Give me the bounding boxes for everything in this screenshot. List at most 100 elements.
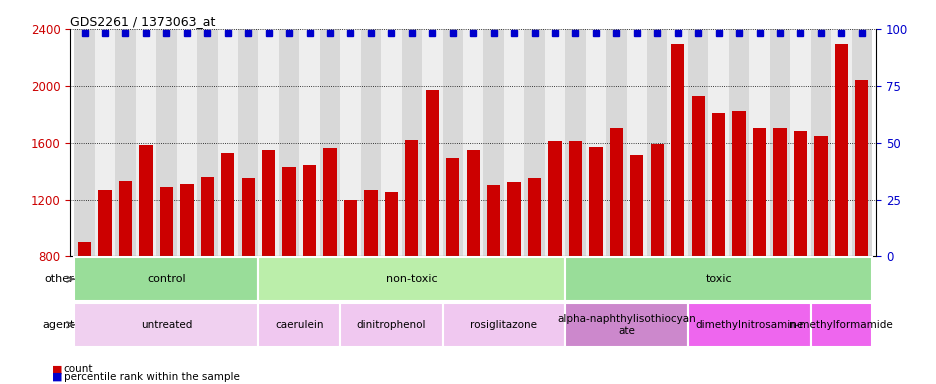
Bar [585, 29, 606, 257]
Bar [466, 150, 479, 370]
Bar [74, 29, 95, 257]
Bar [319, 29, 340, 257]
Bar [385, 192, 398, 370]
Bar [197, 29, 217, 257]
Bar [360, 29, 381, 257]
Bar [548, 141, 561, 370]
Bar [258, 29, 279, 257]
Bar [728, 29, 749, 257]
Bar [442, 29, 462, 257]
Bar [381, 29, 402, 257]
Bar [504, 29, 524, 257]
Bar [524, 29, 544, 257]
Bar [442, 303, 564, 347]
Bar [279, 29, 299, 257]
Bar [95, 29, 115, 257]
Bar [180, 184, 194, 370]
Bar [323, 148, 336, 370]
Bar [364, 190, 377, 370]
Bar [630, 156, 643, 370]
Bar [830, 29, 851, 257]
Bar [115, 29, 136, 257]
Bar [241, 178, 255, 370]
Bar [446, 158, 459, 370]
Bar [810, 303, 871, 347]
Text: alpha-naphthylisothiocyan
ate: alpha-naphthylisothiocyan ate [557, 314, 695, 336]
Bar [752, 128, 766, 370]
Bar [647, 29, 666, 257]
Bar [650, 144, 664, 370]
Text: ■: ■ [51, 364, 62, 374]
Bar [749, 29, 768, 257]
Bar [74, 257, 258, 301]
Bar [564, 29, 585, 257]
Bar [666, 29, 687, 257]
Text: ■: ■ [51, 372, 62, 382]
Bar [404, 140, 418, 370]
Bar [483, 29, 504, 257]
Bar [793, 131, 806, 370]
Bar [834, 45, 847, 370]
Bar [589, 147, 602, 370]
Bar [626, 29, 647, 257]
Bar [813, 136, 826, 370]
Bar [462, 29, 483, 257]
Bar [299, 29, 319, 257]
Bar [156, 29, 177, 257]
Text: dinitrophenol: dinitrophenol [357, 320, 426, 330]
Text: n-methylformamide: n-methylformamide [789, 320, 892, 330]
Bar [344, 200, 357, 370]
Bar [544, 29, 564, 257]
Bar [136, 29, 156, 257]
Bar [732, 111, 745, 370]
Bar [238, 29, 258, 257]
Bar [527, 178, 541, 370]
Bar [421, 29, 442, 257]
Text: count: count [64, 364, 93, 374]
Text: percentile rank within the sample: percentile rank within the sample [64, 372, 240, 382]
Bar [711, 113, 724, 370]
Bar [609, 128, 622, 370]
Bar [340, 303, 442, 347]
Text: other: other [45, 274, 74, 284]
Bar [768, 29, 789, 257]
Bar [119, 181, 132, 370]
Bar [851, 29, 871, 257]
Bar [217, 29, 238, 257]
Text: caerulein: caerulein [275, 320, 323, 330]
Text: dimethylnitrosamine: dimethylnitrosamine [695, 320, 802, 330]
Bar [425, 90, 438, 370]
Bar [568, 141, 581, 370]
Bar [200, 177, 213, 370]
Bar [139, 146, 153, 370]
Bar [302, 166, 315, 370]
Bar [507, 182, 520, 370]
Bar [789, 29, 810, 257]
Text: non-toxic: non-toxic [386, 274, 437, 284]
Bar [78, 242, 91, 370]
Bar [98, 190, 111, 370]
Bar [855, 80, 868, 370]
Bar [177, 29, 197, 257]
Bar [262, 150, 275, 370]
Bar [564, 257, 871, 301]
Text: toxic: toxic [705, 274, 731, 284]
Text: GDS2261 / 1373063_at: GDS2261 / 1373063_at [70, 15, 215, 28]
Bar [708, 29, 728, 257]
Bar [402, 29, 421, 257]
Bar [687, 303, 810, 347]
Bar [221, 152, 234, 370]
Text: untreated: untreated [140, 320, 192, 330]
Bar [282, 167, 296, 370]
Bar [564, 303, 687, 347]
Text: rosiglitazone: rosiglitazone [470, 320, 536, 330]
Bar [772, 128, 786, 370]
Bar [340, 29, 360, 257]
Text: agent: agent [42, 320, 74, 330]
Bar [258, 303, 340, 347]
Text: control: control [147, 274, 185, 284]
Bar [258, 257, 564, 301]
Bar [670, 45, 683, 370]
Bar [487, 185, 500, 370]
Bar [74, 303, 258, 347]
